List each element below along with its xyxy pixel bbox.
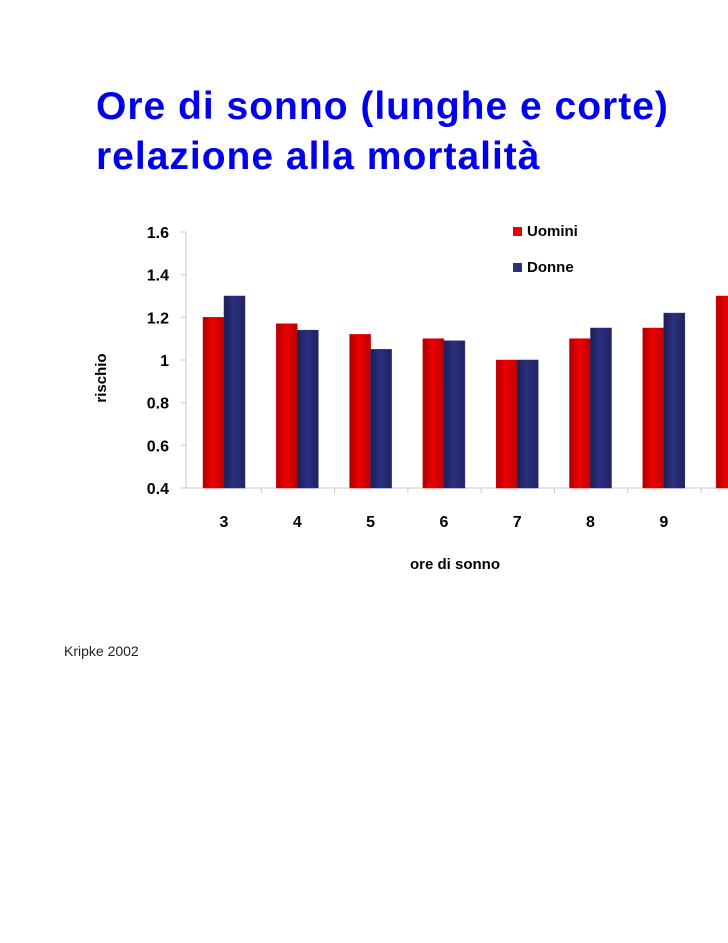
legend-label-uomini: Uomini (527, 223, 578, 240)
bar-donne (223, 295, 246, 489)
bar-donne (516, 359, 539, 489)
bar-uomini (202, 317, 225, 489)
x-tick-label: 6 (439, 514, 448, 531)
bar-uomini (276, 323, 298, 489)
x-tick-label: 3 (220, 514, 229, 531)
slide-title: Ore di sonno (lunghe e corte) relazione … (96, 82, 728, 182)
bar-uomini (569, 338, 591, 489)
y-tick-label: 1 (160, 353, 169, 370)
source-citation: Kripke 2002 (64, 643, 139, 659)
x-tick-label: 5 (366, 514, 375, 531)
x-tick-label: 7 (513, 514, 522, 531)
y-tick-label: 0.8 (147, 396, 169, 413)
bar-uomini (422, 338, 445, 489)
x-tick-label: 9 (659, 514, 668, 531)
bar-donne (370, 349, 392, 489)
legend-swatch-uomini (513, 227, 522, 236)
x-tick-label: 8 (586, 514, 595, 531)
bar-uomini (642, 327, 665, 489)
bar-donne (663, 312, 686, 489)
y-tick-label: 0.6 (147, 438, 169, 455)
bar-uomini (349, 334, 371, 489)
legend-swatch-donne (513, 263, 522, 272)
x-tick-label: 4 (293, 514, 302, 531)
y-tick-label: 1.4 (147, 268, 169, 285)
legend-label-donne: Donne (527, 259, 574, 276)
title-line-1: Ore di sonno (lunghe e corte) (96, 85, 669, 128)
y-tick-label: 1.6 (147, 225, 169, 242)
bar-uomini (715, 295, 728, 489)
bar-donne (443, 340, 466, 489)
y-tick-label: 0.4 (147, 481, 169, 498)
x-axis-title: ore di sonno (410, 556, 500, 573)
y-tick-label: 1.2 (147, 310, 169, 327)
bar-donne (590, 327, 612, 489)
title-line-2: relazione alla mortalità (96, 135, 541, 178)
bar-uomini (495, 359, 518, 489)
bar-donne (297, 329, 319, 489)
y-axis-title: rischio (93, 353, 110, 402)
